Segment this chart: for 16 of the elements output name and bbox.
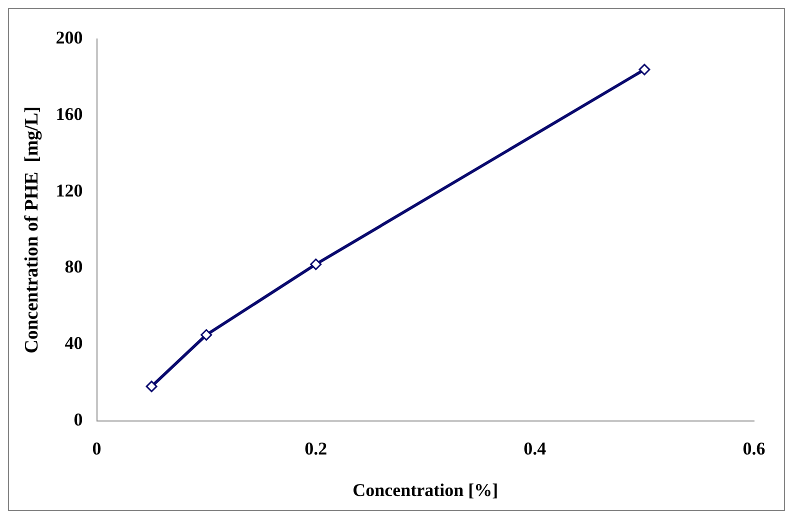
x-tick-label: 0.4 bbox=[524, 438, 546, 458]
x-tick-label: 0 bbox=[92, 438, 102, 458]
y-tick-label: 200 bbox=[56, 28, 83, 48]
point bbox=[310, 258, 322, 270]
x-tick-label: 0.2 bbox=[304, 438, 328, 458]
point bbox=[146, 380, 158, 392]
point bbox=[638, 64, 650, 76]
y-axis-title: Concentration of PHE [mg/L] bbox=[21, 106, 42, 354]
y-tick-label: 80 bbox=[64, 256, 83, 277]
point bbox=[200, 329, 212, 341]
x-axis-title: Concentration [%] bbox=[352, 480, 498, 500]
y-tick-label: 160 bbox=[56, 104, 83, 124]
x-tick-label: 0.6 bbox=[742, 438, 766, 458]
y-tick-label: 120 bbox=[56, 180, 83, 200]
y-tick-label: 0 bbox=[74, 409, 83, 430]
y-tick-label: 40 bbox=[64, 333, 83, 354]
